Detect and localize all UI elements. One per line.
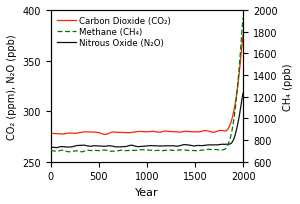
Y-axis label: CO₂ (ppm), N₂O (ppb): CO₂ (ppm), N₂O (ppb) xyxy=(7,34,17,139)
Y-axis label: CH₄ (ppb): CH₄ (ppb) xyxy=(283,63,293,110)
Legend: Carbon Dioxide (CO₂), Methane (CH₄), Nitrous Oxide (N₂O): Carbon Dioxide (CO₂), Methane (CH₄), Nit… xyxy=(55,15,173,50)
X-axis label: Year: Year xyxy=(135,187,159,197)
